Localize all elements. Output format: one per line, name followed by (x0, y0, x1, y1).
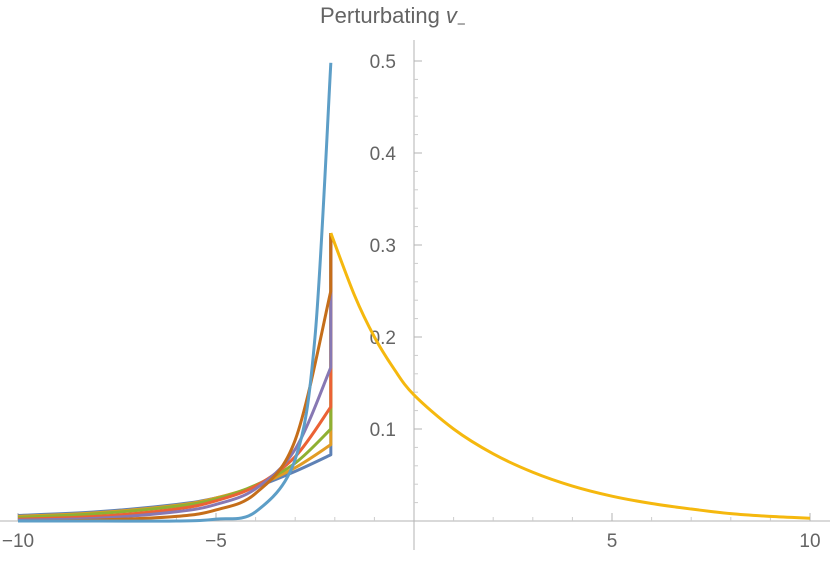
y-tick-label: 0.5 (370, 52, 396, 73)
x-tick-label: 5 (607, 531, 618, 552)
chart-title: Perturbating v− (320, 3, 466, 33)
y-tick-label: 0.2 (370, 328, 396, 349)
chart-title-text: Perturbating (320, 3, 440, 28)
chart-title-subscript: − (457, 16, 466, 33)
series-line-2 (17, 233, 333, 518)
y-tick-label: 0.3 (370, 236, 396, 257)
axes: −10 −5 5 10 0.1 0.2 0.3 0.4 0.5 (0, 40, 830, 552)
curves (17, 62, 811, 523)
x-tick-label: 10 (799, 531, 820, 552)
x-tick-label: −5 (205, 531, 227, 552)
y-tick-label: 0.1 (370, 420, 396, 441)
series-line-7 (17, 62, 333, 523)
chart-title-variable: v (446, 3, 459, 28)
right-tail-line (329, 232, 811, 520)
series-line-6 (17, 233, 333, 523)
y-tick-label: 0.4 (370, 144, 397, 165)
x-tick-label: −10 (2, 531, 34, 552)
